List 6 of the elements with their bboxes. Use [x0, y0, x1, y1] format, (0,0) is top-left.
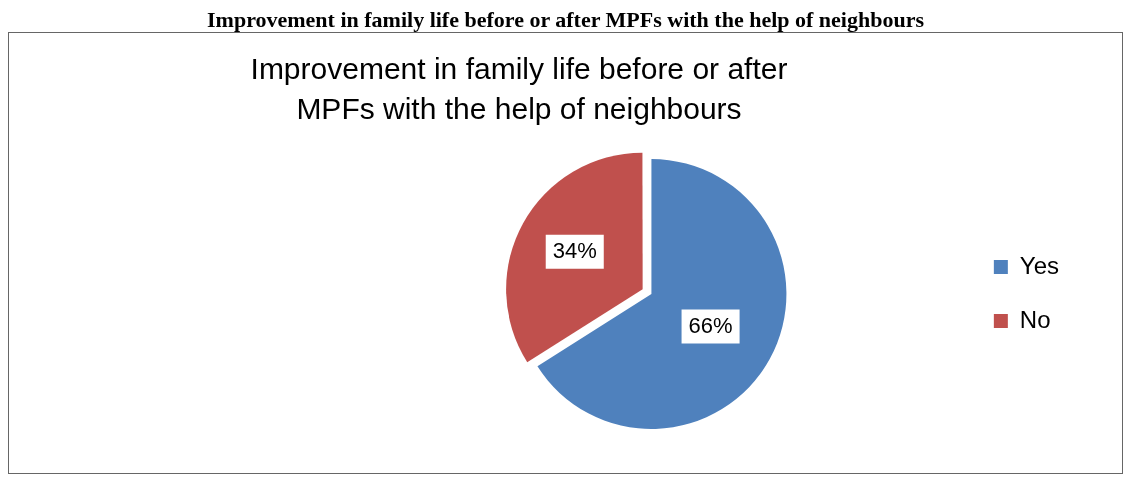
legend-label: No — [1019, 305, 1051, 333]
data-label: 34% — [552, 237, 597, 263]
legend-label: Yes — [1019, 251, 1059, 279]
text: Improvement in family life before or after MPFs with the help of neighbours — [206, 7, 925, 32]
data-label: 66% — [688, 312, 733, 338]
chart-title: Improvement in family life before or after MPFs with the help of neighbours — [249, 51, 789, 127]
